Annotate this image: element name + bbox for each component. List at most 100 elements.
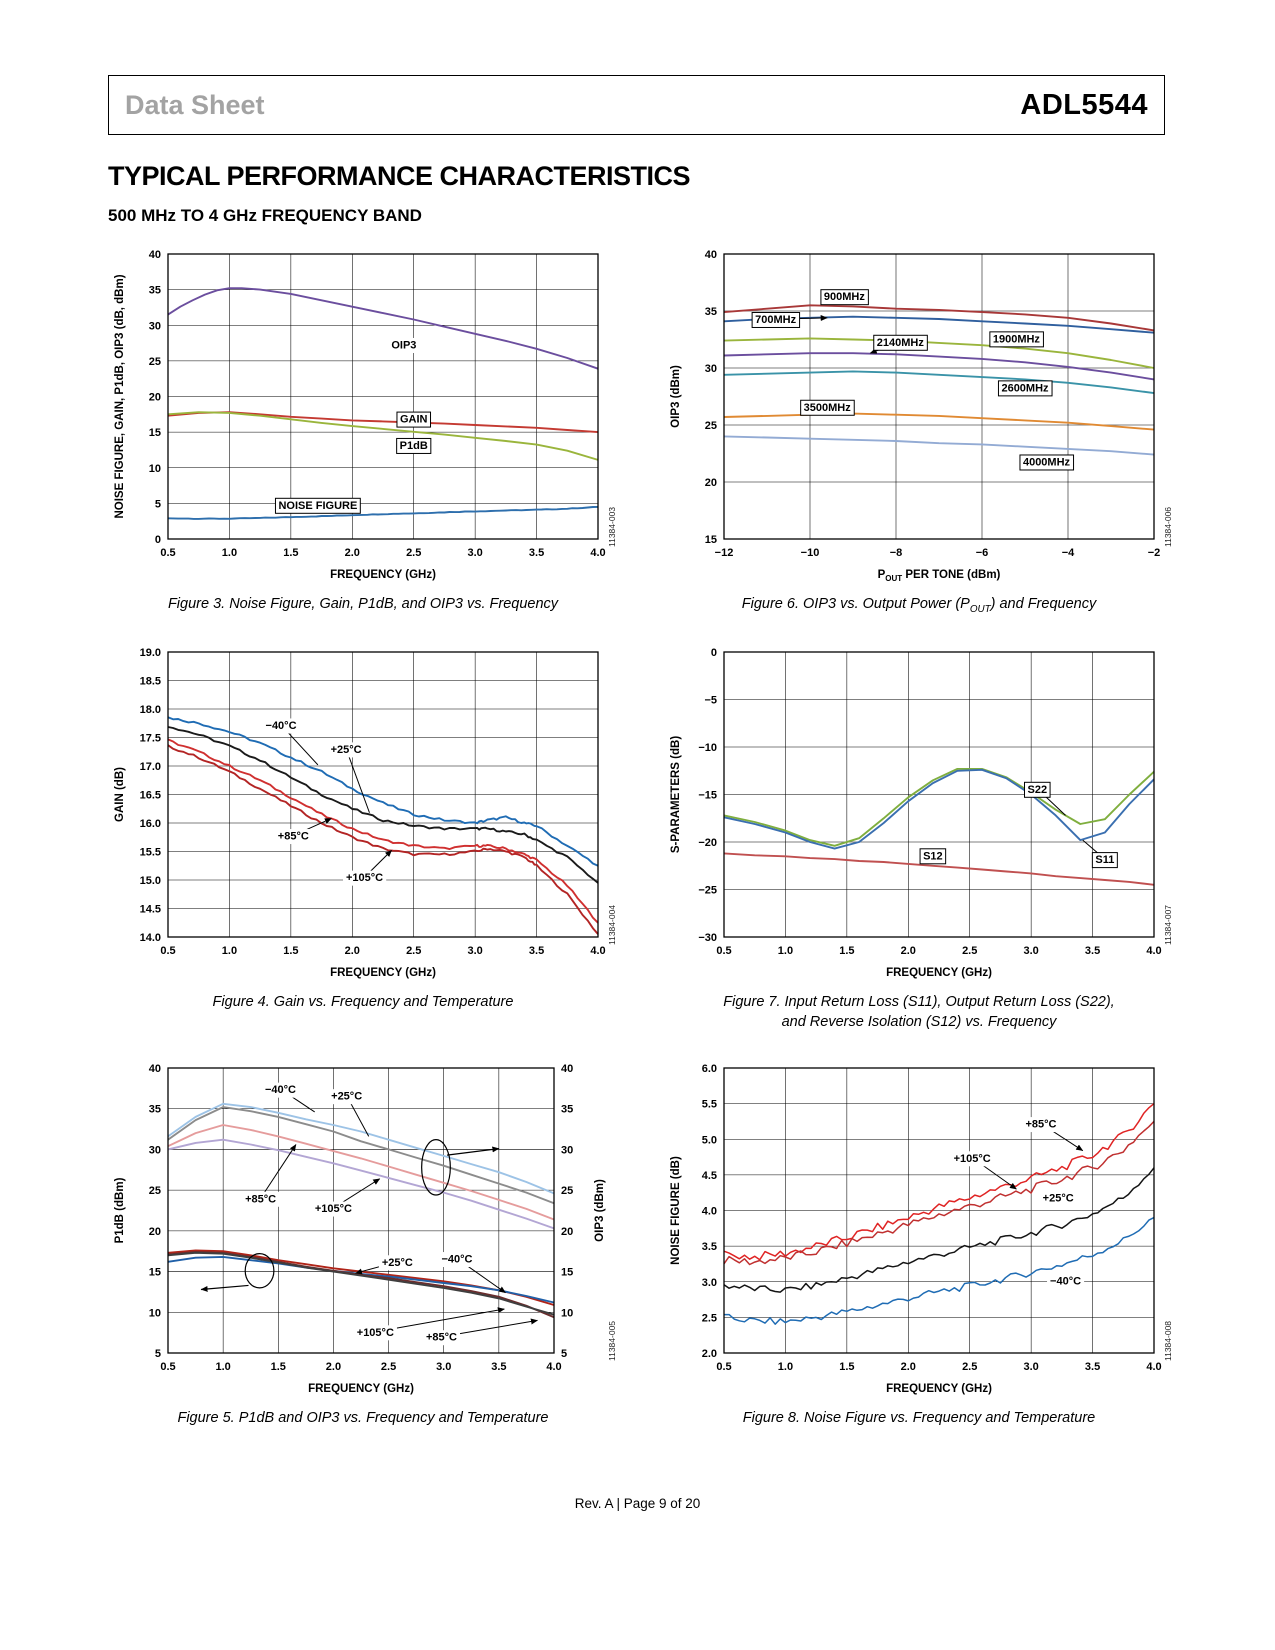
svg-text:1.5: 1.5 (839, 945, 854, 957)
caption-line: Figure 6. OIP3 vs. Output Power (POUT) a… (741, 596, 1097, 615)
annotation-leader (345, 748, 370, 814)
grid (167, 253, 599, 540)
annotation-box (950, 1151, 994, 1167)
svg-text:0.5: 0.5 (160, 1361, 175, 1373)
annotation-box (328, 1089, 366, 1105)
svg-text:3.5: 3.5 (702, 1241, 717, 1253)
annotation-label: −40°C (441, 1254, 472, 1266)
annotation-box (751, 311, 801, 328)
svg-text:15.0: 15.0 (140, 875, 161, 887)
annotation-label: 1900MHz (993, 333, 1041, 345)
svg-text:1.0: 1.0 (222, 547, 237, 559)
y-axis-label: S-PARAMETERS (dB) (670, 736, 682, 854)
y-axis-label: OIP3 (dBm) (670, 365, 682, 428)
plot-border (167, 1067, 555, 1354)
svg-text:4.0: 4.0 (1146, 1361, 1161, 1373)
annotation-box (438, 1252, 476, 1268)
svg-text:3.0: 3.0 (467, 945, 482, 957)
series-line-3 (167, 505, 599, 520)
annotation-box (343, 870, 387, 886)
svg-text:0: 0 (711, 647, 717, 659)
series-line-0 (167, 287, 599, 370)
y-axis-label: NOISE FIGURE (dB) (670, 1156, 682, 1265)
svg-text:25: 25 (705, 420, 717, 432)
series-line-7 (167, 1252, 555, 1316)
series-line-2 (167, 411, 599, 461)
x-axis-label: POUT PER TONE (dBm) (878, 569, 1001, 583)
svg-text:1.0: 1.0 (215, 1361, 230, 1373)
caption-line: and Reverse Isolation (S12) vs. Frequenc… (781, 1013, 1057, 1030)
caption-line: Figure 8. Noise Figure vs. Frequency and… (742, 1410, 1096, 1427)
svg-text:−12: −12 (715, 547, 734, 559)
annotation-box (262, 718, 300, 734)
series-line-5 (723, 412, 1155, 431)
svg-text:15.5: 15.5 (140, 847, 161, 859)
series-line-1 (167, 1106, 555, 1205)
svg-text:−20: −20 (698, 837, 717, 849)
svg-text:35: 35 (149, 1104, 161, 1116)
annotation-label: +25°C (382, 1257, 413, 1269)
annotation-label: S12 (923, 850, 943, 862)
svg-text:4.0: 4.0 (1146, 945, 1161, 957)
caption-line: Figure 3. Noise Figure, Gain, P1dB, and … (167, 596, 559, 612)
y-axis-label: P1dB (dBm) (114, 1178, 126, 1244)
svg-text:−30: −30 (698, 932, 717, 944)
annotation-box (919, 848, 947, 865)
svg-text:−6: −6 (976, 547, 989, 559)
svg-text:1.0: 1.0 (222, 945, 237, 957)
annotation-label: 900MHz (824, 291, 865, 303)
annotation-label: P1dB (400, 440, 428, 452)
annotation-box (873, 334, 928, 351)
chart-fig4: 0.5 1.0 1.5 2.0 2.5 3.0 3.5 4.0 14.0 14.5 15.0 15.5… (114, 647, 617, 979)
svg-text:35: 35 (705, 306, 717, 318)
annotation-box (800, 399, 855, 416)
ellipse-marker (421, 1139, 451, 1196)
svg-text:1.5: 1.5 (271, 1361, 286, 1373)
svg-text:1.0: 1.0 (778, 1361, 793, 1373)
annotation-label: OIP3 (391, 339, 416, 351)
svg-text:−5: −5 (704, 695, 717, 707)
svg-text:0.5: 0.5 (716, 945, 731, 957)
x-axis-label: FREQUENCY (GHz) (308, 1383, 414, 1395)
annotation-box (378, 1255, 416, 1271)
grid (723, 253, 1155, 540)
annotation-label: +105°C (315, 1203, 352, 1215)
svg-text:2.0: 2.0 (345, 547, 360, 559)
figure-block: 0.5 1.0 1.5 2.0 2.5 3.0 3.5 4.0 14.0 14.5 15.0 15.5… (108, 640, 618, 1032)
chart-fig7: 0.5 1.0 1.5 2.0 2.5 3.0 3.5 4.0 −30 −25 −20 −15 −10 −… (670, 647, 1173, 979)
annotation-label: GAIN (400, 414, 428, 426)
svg-text:2.5: 2.5 (406, 547, 421, 559)
figure-caption: Figure 8. Noise Figure vs. Frequency and… (743, 1409, 1095, 1429)
figure-block: −12 −10 −8 −6 −4 −2 15 20 25 30 35 40 POUT PER TONE … (664, 242, 1174, 616)
chart-fig3: 0.5 1.0 1.5 2.0 2.5 3.0 3.5 4.0 0 5 10 15 20 25 30 35 40… (114, 249, 617, 581)
caption-line: Figure 4. Gain vs. Frequency and Tempera… (212, 994, 514, 1011)
svg-text:15: 15 (561, 1267, 573, 1279)
svg-text:0.5: 0.5 (160, 547, 175, 559)
svg-text:40: 40 (149, 1063, 161, 1075)
series-line-0 (167, 716, 599, 867)
caption-line: Figure 7. Input Return Loss (S11), Outpu… (723, 994, 1115, 1011)
svg-text:3.0: 3.0 (702, 1277, 717, 1289)
plot-border (723, 253, 1155, 540)
series-line-3 (167, 1139, 555, 1230)
svg-text:4.5: 4.5 (702, 1170, 717, 1182)
svg-text:5.0: 5.0 (702, 1135, 717, 1147)
series-line-0 (723, 304, 1155, 332)
figures-grid: 0.5 1.0 1.5 2.0 2.5 3.0 3.5 4.0 0 5 10 15 20 25 30 35 40… (108, 242, 1173, 1429)
figure-caption: Figure 4. Gain vs. Frequency and Tempera… (213, 993, 514, 1013)
series-line-0 (723, 768, 1155, 847)
tick-labels: 0.5 1.0 1.5 2.0 2.5 3.0 3.5 4.0 2.0 2.5 3.0 3.5 4.0 4… (702, 1063, 1162, 1373)
svg-text:−10: −10 (698, 742, 717, 754)
annotation-label: NOISE FIGURE (278, 500, 357, 512)
annotation-label: +105°C (954, 1153, 991, 1165)
svg-text:3.5: 3.5 (1085, 945, 1100, 957)
svg-text:−2: −2 (1148, 547, 1161, 559)
annotation-label: S22 (1027, 784, 1047, 796)
svg-text:1.5: 1.5 (283, 547, 298, 559)
svg-text:14.5: 14.5 (140, 904, 161, 916)
plot-border (723, 1067, 1155, 1354)
svg-text:15: 15 (149, 1267, 161, 1279)
svg-text:25: 25 (561, 1185, 573, 1197)
svg-text:10: 10 (149, 1308, 161, 1320)
